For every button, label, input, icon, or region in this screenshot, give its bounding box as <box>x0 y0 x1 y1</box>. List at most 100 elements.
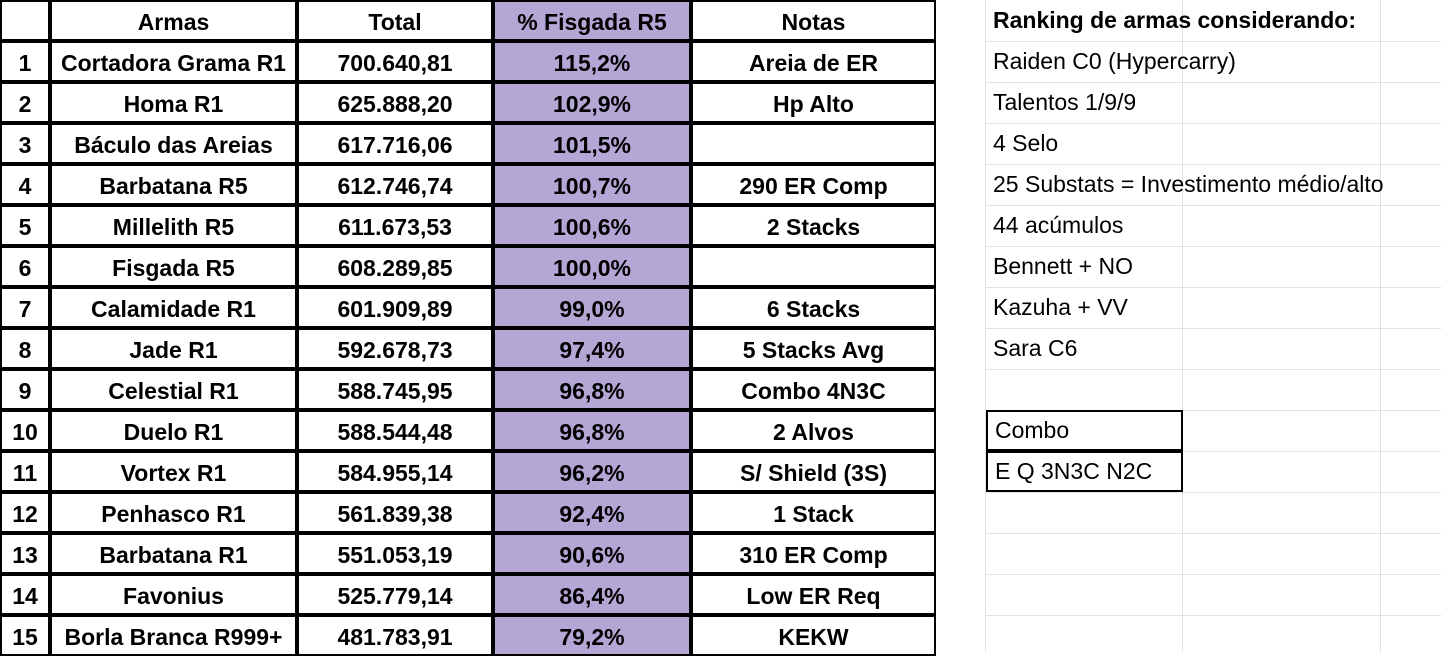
row-index[interactable]: 6 <box>0 246 50 287</box>
weapon-name[interactable]: Calamidade R1 <box>50 287 297 328</box>
pct-value[interactable]: 96,8% <box>493 369 691 410</box>
weapon-name[interactable]: Jade R1 <box>50 328 297 369</box>
row-index[interactable]: 15 <box>0 615 50 656</box>
total-value[interactable]: 588.745,95 <box>297 369 493 410</box>
combo-label[interactable]: Combo <box>986 410 1183 451</box>
note-value[interactable]: 310 ER Comp <box>691 533 936 574</box>
row-index[interactable]: 4 <box>0 164 50 205</box>
gridline <box>1182 0 1183 652</box>
note-value[interactable]: Low ER Req <box>691 574 936 615</box>
total-value[interactable]: 625.888,20 <box>297 82 493 123</box>
row-index[interactable]: 5 <box>0 205 50 246</box>
total-value[interactable]: 608.289,85 <box>297 246 493 287</box>
combo-value[interactable]: E Q 3N3C N2C <box>986 451 1183 492</box>
note-value[interactable]: 2 Alvos <box>691 410 936 451</box>
ranking-item[interactable]: 25 Substats = Investimento médio/alto <box>993 171 1384 197</box>
pct-value[interactable]: 90,6% <box>493 533 691 574</box>
total-value[interactable]: 611.673,53 <box>297 205 493 246</box>
pct-value[interactable]: 115,2% <box>493 41 691 82</box>
gridline <box>985 287 1441 288</box>
row-index[interactable]: 13 <box>0 533 50 574</box>
row-index[interactable]: 7 <box>0 287 50 328</box>
note-value[interactable]: 5 Stacks Avg <box>691 328 936 369</box>
gridline <box>1380 0 1381 652</box>
pct-value[interactable]: 100,0% <box>493 246 691 287</box>
note-value[interactable]: Hp Alto <box>691 82 936 123</box>
total-value[interactable]: 588.544,48 <box>297 410 493 451</box>
ranking-item[interactable]: Talentos 1/9/9 <box>993 89 1137 115</box>
row-index[interactable]: 12 <box>0 492 50 533</box>
pct-value[interactable]: 92,4% <box>493 492 691 533</box>
row-index[interactable]: 10 <box>0 410 50 451</box>
weapon-name[interactable]: Millelith R5 <box>50 205 297 246</box>
row-index[interactable]: 9 <box>0 369 50 410</box>
row-index[interactable]: 14 <box>0 574 50 615</box>
weapon-name[interactable]: Barbatana R5 <box>50 164 297 205</box>
note-value[interactable]: KEKW <box>691 615 936 656</box>
pct-value[interactable]: 97,4% <box>493 328 691 369</box>
total-value[interactable]: 551.053,19 <box>297 533 493 574</box>
total-value[interactable]: 525.779,14 <box>297 574 493 615</box>
header-notas[interactable]: Notas <box>691 0 936 41</box>
note-value[interactable] <box>691 246 936 287</box>
row-index[interactable]: 8 <box>0 328 50 369</box>
ranking-item[interactable]: 4 Selo <box>993 130 1059 156</box>
ranking-title[interactable]: Ranking de armas considerando: <box>993 7 1356 33</box>
weapon-name[interactable]: Cortadora Grama R1 <box>50 41 297 82</box>
ranking-item[interactable]: Kazuha + VV <box>993 294 1128 320</box>
row-index[interactable]: 11 <box>0 451 50 492</box>
weapon-name[interactable]: Favonius <box>50 574 297 615</box>
pct-value[interactable]: 99,0% <box>493 287 691 328</box>
weapon-name[interactable]: Homa R1 <box>50 82 297 123</box>
pct-value[interactable]: 79,2% <box>493 615 691 656</box>
weapon-name[interactable]: Vortex R1 <box>50 451 297 492</box>
note-value[interactable] <box>691 123 936 164</box>
note-value[interactable]: 1 Stack <box>691 492 936 533</box>
row-index[interactable]: 2 <box>0 82 50 123</box>
note-value[interactable]: S/ Shield (3S) <box>691 451 936 492</box>
header-armas[interactable]: Armas <box>50 0 297 41</box>
total-value[interactable]: 561.839,38 <box>297 492 493 533</box>
pct-value[interactable]: 101,5% <box>493 123 691 164</box>
total-value[interactable]: 592.678,73 <box>297 328 493 369</box>
total-value[interactable]: 584.955,14 <box>297 451 493 492</box>
pct-value[interactable]: 96,2% <box>493 451 691 492</box>
weapon-name[interactable]: Barbatana R1 <box>50 533 297 574</box>
gridline <box>985 0 986 652</box>
weapon-name[interactable]: Duelo R1 <box>50 410 297 451</box>
weapon-name[interactable]: Borla Branca R999+ <box>50 615 297 656</box>
note-value[interactable]: 6 Stacks <box>691 287 936 328</box>
note-value[interactable]: Combo 4N3C <box>691 369 936 410</box>
header-index[interactable] <box>0 0 50 41</box>
note-value[interactable]: Areia de ER <box>691 41 936 82</box>
ranking-item[interactable]: 44 acúmulos <box>993 212 1124 238</box>
ranking-item[interactable]: Bennett + NO <box>993 253 1133 279</box>
row-index[interactable]: 1 <box>0 41 50 82</box>
gridline <box>985 82 1441 83</box>
weapon-name[interactable]: Báculo das Areias <box>50 123 297 164</box>
gridline <box>985 533 1441 534</box>
header-pct-fisgada[interactable]: % Fisgada R5 <box>493 0 691 41</box>
gridline <box>985 123 1441 124</box>
weapon-name[interactable]: Penhasco R1 <box>50 492 297 533</box>
total-value[interactable]: 481.783,91 <box>297 615 493 656</box>
header-total[interactable]: Total <box>297 0 493 41</box>
pct-value[interactable]: 100,7% <box>493 164 691 205</box>
pct-value[interactable]: 100,6% <box>493 205 691 246</box>
gridline <box>985 492 1441 493</box>
pct-value[interactable]: 86,4% <box>493 574 691 615</box>
pct-value[interactable]: 102,9% <box>493 82 691 123</box>
gridline <box>985 574 1441 575</box>
pct-value[interactable]: 96,8% <box>493 410 691 451</box>
total-value[interactable]: 612.746,74 <box>297 164 493 205</box>
weapon-name[interactable]: Fisgada R5 <box>50 246 297 287</box>
ranking-item[interactable]: Sara C6 <box>993 335 1078 361</box>
note-value[interactable]: 290 ER Comp <box>691 164 936 205</box>
row-index[interactable]: 3 <box>0 123 50 164</box>
ranking-item[interactable]: Raiden C0 (Hypercarry) <box>993 48 1236 74</box>
weapon-name[interactable]: Celestial R1 <box>50 369 297 410</box>
note-value[interactable]: 2 Stacks <box>691 205 936 246</box>
total-value[interactable]: 601.909,89 <box>297 287 493 328</box>
total-value[interactable]: 617.716,06 <box>297 123 493 164</box>
total-value[interactable]: 700.640,81 <box>297 41 493 82</box>
